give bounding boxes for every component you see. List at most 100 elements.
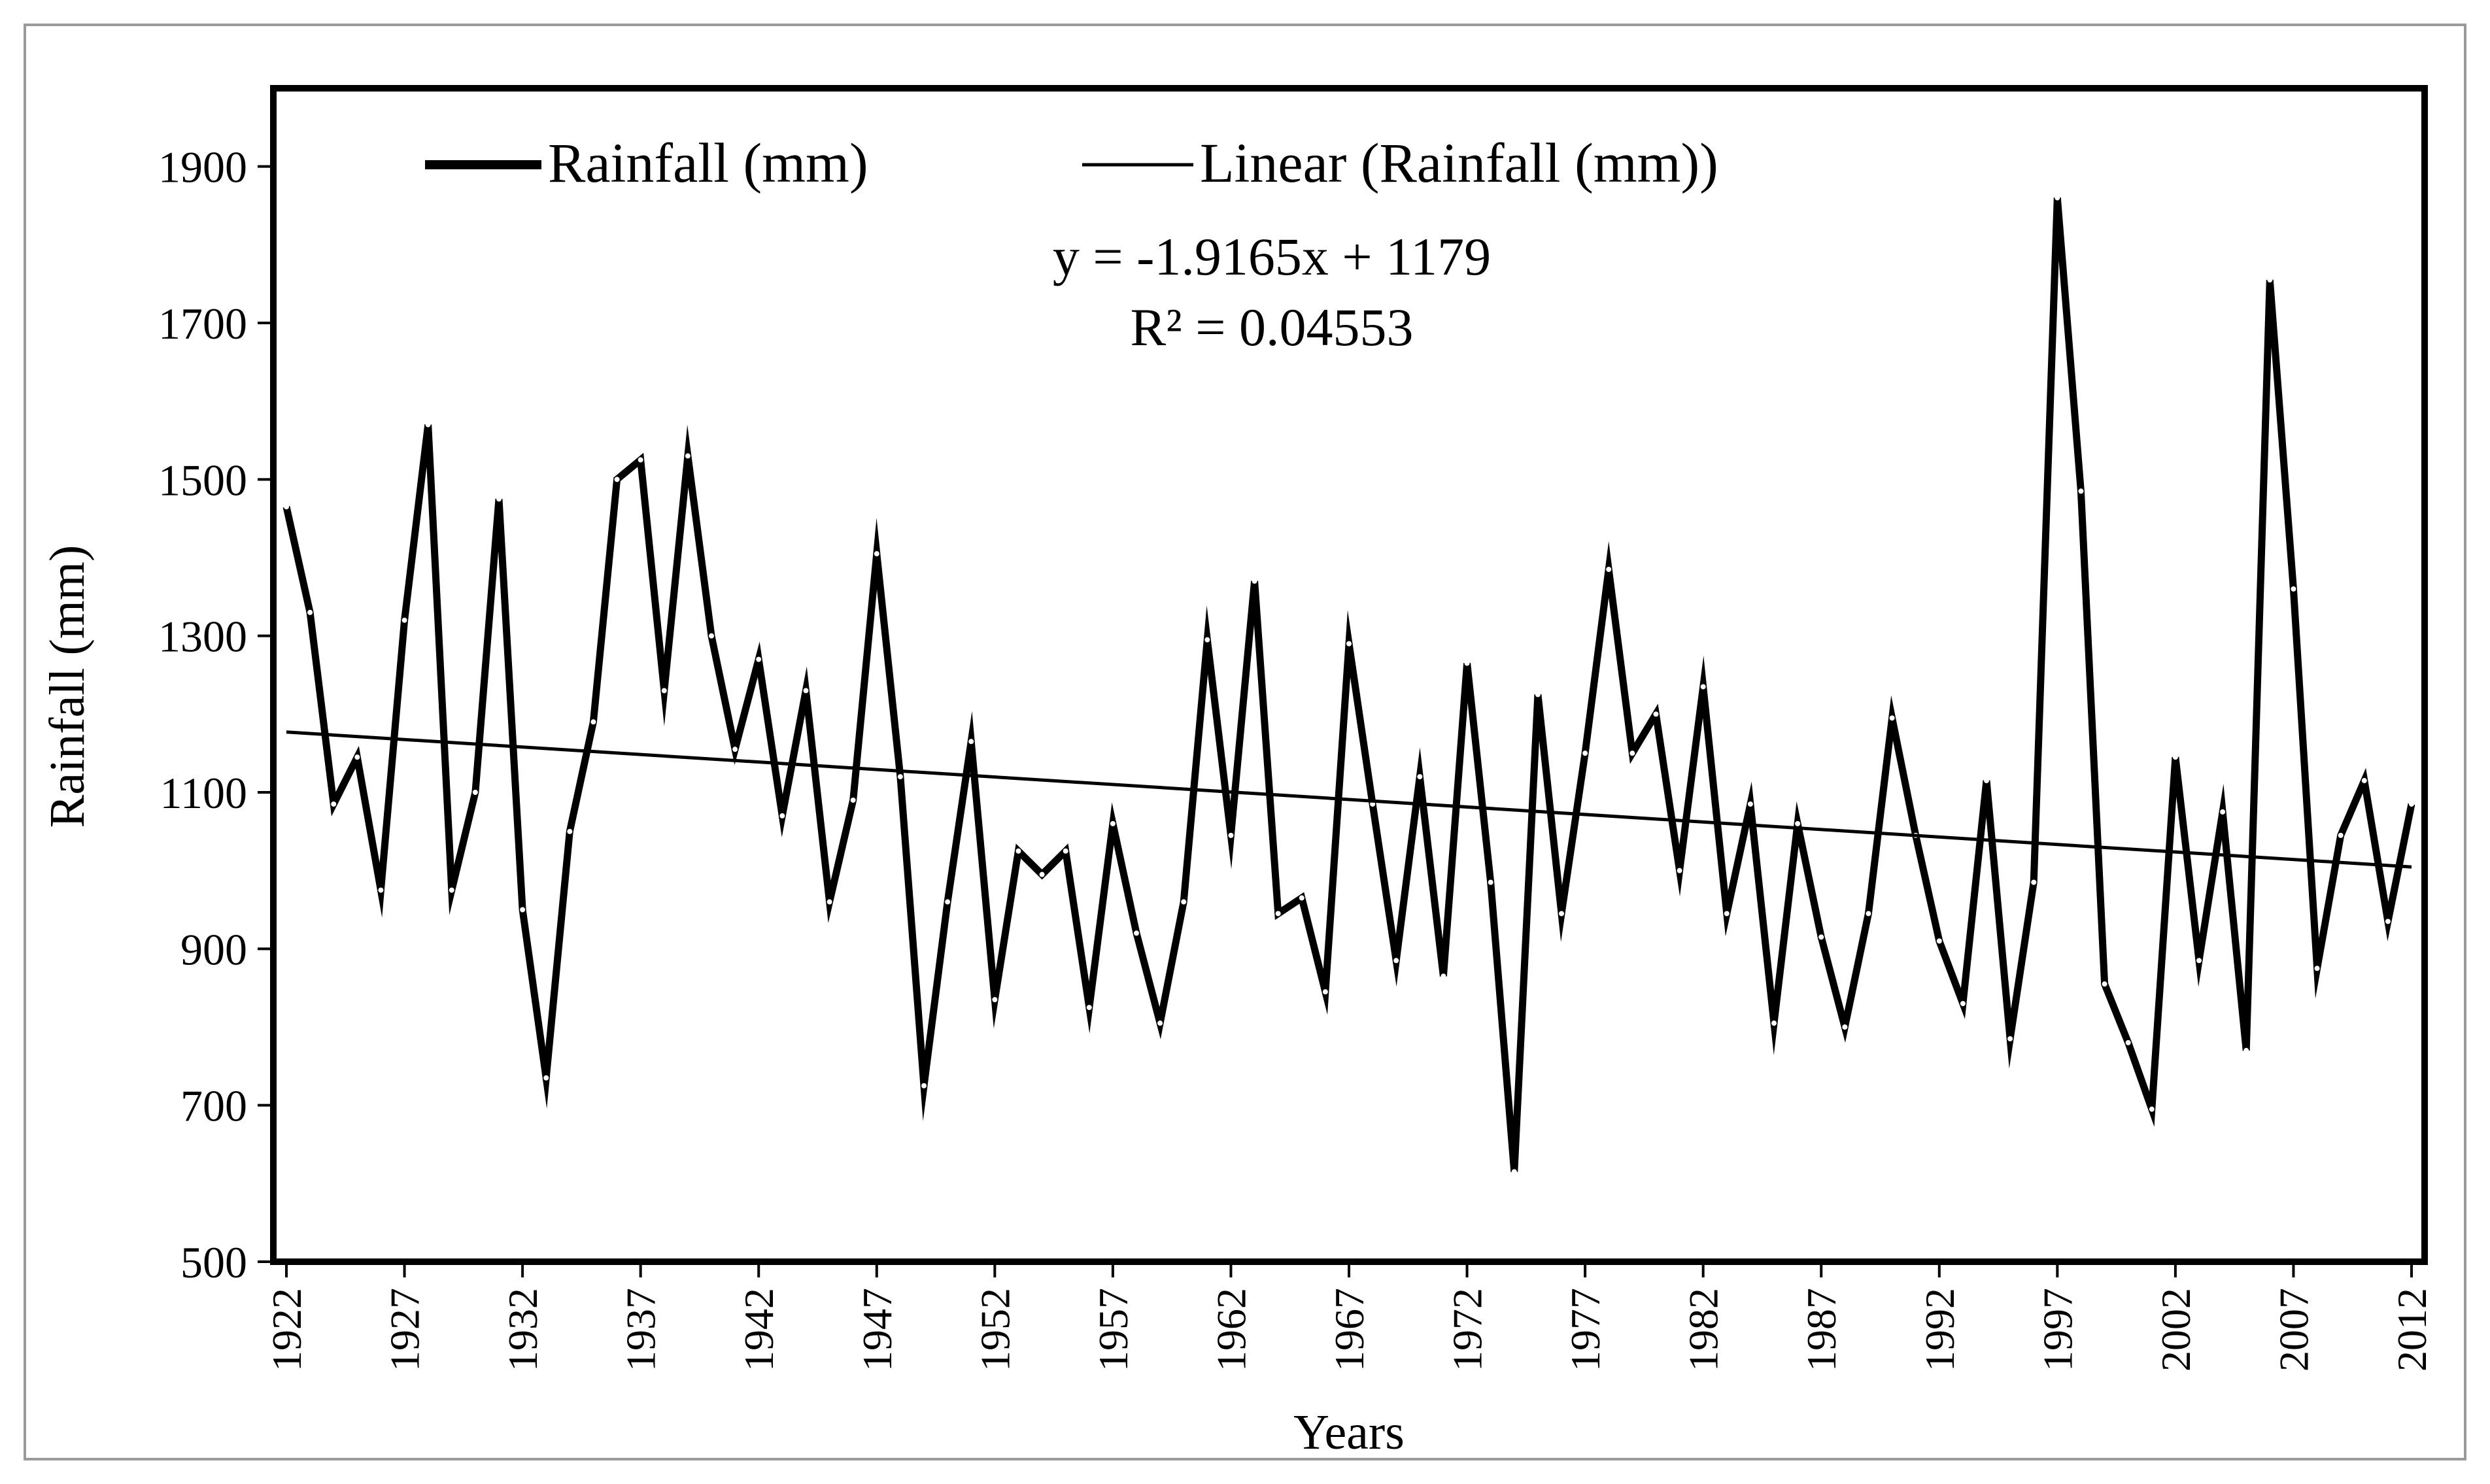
rainfall-data-point (2243, 1047, 2249, 1053)
rainfall-data-point (1559, 911, 1564, 917)
y-tick-label: 500 (180, 1238, 247, 1287)
rainfall-data-point (1086, 1005, 1092, 1011)
rainfall-data-point (1677, 868, 1682, 873)
rainfall-data-point (1842, 1024, 1848, 1030)
rainfall-data-point (425, 422, 431, 428)
x-tick-label: 1997 (2034, 1288, 2081, 1372)
rainfall-data-point (2314, 966, 2320, 971)
rainfall-data-point (1866, 911, 1871, 917)
rainfall-data-point (2267, 277, 2273, 283)
rainfall-data-point (2385, 919, 2391, 924)
rainfall-data-point (1889, 715, 1895, 721)
rainfall-data-point (567, 828, 573, 834)
rainfall-data-point (2291, 586, 2296, 592)
x-tick-label: 2002 (2153, 1288, 2199, 1372)
linear-trendline (286, 730, 2412, 869)
rainfall-data-point (520, 907, 526, 913)
rainfall-data-point (874, 551, 879, 557)
x-tick-label: 1937 (618, 1288, 664, 1372)
rainfall-data-point (1936, 938, 1942, 944)
rainfall-data-point (732, 747, 738, 752)
rainfall-data-point (1110, 820, 1116, 826)
rainfall-data-point (1275, 911, 1281, 917)
x-tick-label: 1927 (382, 1288, 428, 1372)
rainfall-data-point (2361, 778, 2367, 784)
rainfall-data-point (1299, 895, 1305, 901)
legend-label-linear: Linear (Rainfall (mm)) (1200, 131, 1718, 194)
legend: Rainfall (mm) Linear (Rainfall (mm)) (425, 131, 1718, 194)
rainfall-data-point (2338, 832, 2344, 838)
rainfall-data-point (968, 739, 974, 745)
rainfall-data-point (1393, 958, 1399, 964)
rainfall-data-point (2102, 981, 2107, 987)
x-tick-label: 1982 (1680, 1288, 1727, 1372)
rainfall-data-point (1322, 989, 1328, 995)
y-tick-label: 900 (180, 924, 247, 974)
rainfall-data-point (1204, 637, 1210, 643)
x-tick-label: 1962 (1208, 1288, 1254, 1372)
rainfall-data-point (1441, 973, 1446, 979)
rainfall-data-point (1464, 660, 1470, 666)
rainfall-data-point (945, 899, 951, 905)
x-tick-label: 1952 (972, 1288, 1018, 1372)
rainfall-data-point (449, 887, 454, 893)
x-tick-label: 1992 (1917, 1288, 1963, 1372)
rainfall-data-point (401, 617, 407, 623)
rainfall-data-point (2196, 958, 2202, 964)
y-tick-label: 1100 (160, 768, 247, 818)
rainfall-data-point (1134, 930, 1139, 936)
rainfall-data-point (496, 496, 502, 502)
rainfall-data-point (1984, 778, 1989, 784)
rainfall-data-point (1488, 879, 1493, 885)
rainfall-data-point (2149, 1106, 2155, 1112)
x-axis: 1922 1927 1932 1937 1942 1947 1952 1957 1962 1967… (264, 1262, 2435, 1372)
x-tick-label: 1947 (854, 1288, 900, 1372)
rainfall-data-point (1346, 641, 1352, 647)
x-tick-label: 1972 (1444, 1288, 1491, 1372)
rainfall-data-point (378, 887, 384, 893)
rainfall-data-point (2172, 754, 2178, 760)
series-layer (282, 195, 2415, 1175)
rainfall-data-point (354, 754, 360, 760)
rainfall-data-point (1063, 848, 1068, 854)
rainfall-data-point (756, 656, 762, 662)
y-tick-label: 1500 (158, 455, 247, 505)
rainfall-data-point (921, 1083, 927, 1088)
rainfall-data-point (1157, 1020, 1163, 1026)
rainfall-data-point (284, 504, 289, 510)
rainfall-data-point (1535, 692, 1541, 698)
x-axis-title: Years (1293, 1405, 1405, 1460)
x-tick-label: 2012 (2389, 1288, 2435, 1372)
rainfall-data-point (2078, 488, 2084, 494)
y-tick-label: 700 (180, 1081, 247, 1131)
x-tick-label: 1967 (1326, 1288, 1373, 1372)
rainfall-data-point (1795, 820, 1801, 826)
x-tick-label: 1942 (736, 1288, 782, 1372)
rainfall-data-point (1606, 566, 1612, 572)
rainfall-data-point (307, 609, 313, 615)
rainfall-data-point (638, 457, 643, 463)
rainfall-data-point (897, 774, 903, 780)
rainfall-data-point (1582, 750, 1588, 756)
rainfall-data-point (1771, 1020, 1777, 1026)
rainfall-data-point (803, 688, 809, 694)
y-axis-title: Rainfall (mm) (40, 545, 95, 828)
rainfall-data-point (614, 477, 620, 482)
rainfall-data-point (590, 719, 596, 725)
rainfall-data-point (1818, 934, 1824, 940)
rainfall-data-point (2007, 1036, 2013, 1041)
rainfall-data-point (2031, 879, 2037, 885)
rainfall-data-point (1181, 899, 1187, 905)
rainfall-data-point (1724, 911, 1730, 917)
rainfall-data-point (1960, 1001, 1966, 1007)
rainfall-data-point (992, 997, 998, 1003)
rainfall-data-point (2055, 195, 2060, 201)
legend-label-rainfall: Rainfall (mm) (548, 131, 868, 194)
rainfall-data-point (709, 633, 714, 639)
rainfall-data-point (1747, 801, 1753, 807)
rainfall-data-point (1653, 711, 1659, 717)
rainfall-data-point (1252, 578, 1257, 584)
trendline-equation: y = -1.9165x + 1179 (1053, 227, 1491, 286)
annotation-layer: y = -1.9165x + 1179 R² = 0.04553 (1053, 227, 1491, 357)
